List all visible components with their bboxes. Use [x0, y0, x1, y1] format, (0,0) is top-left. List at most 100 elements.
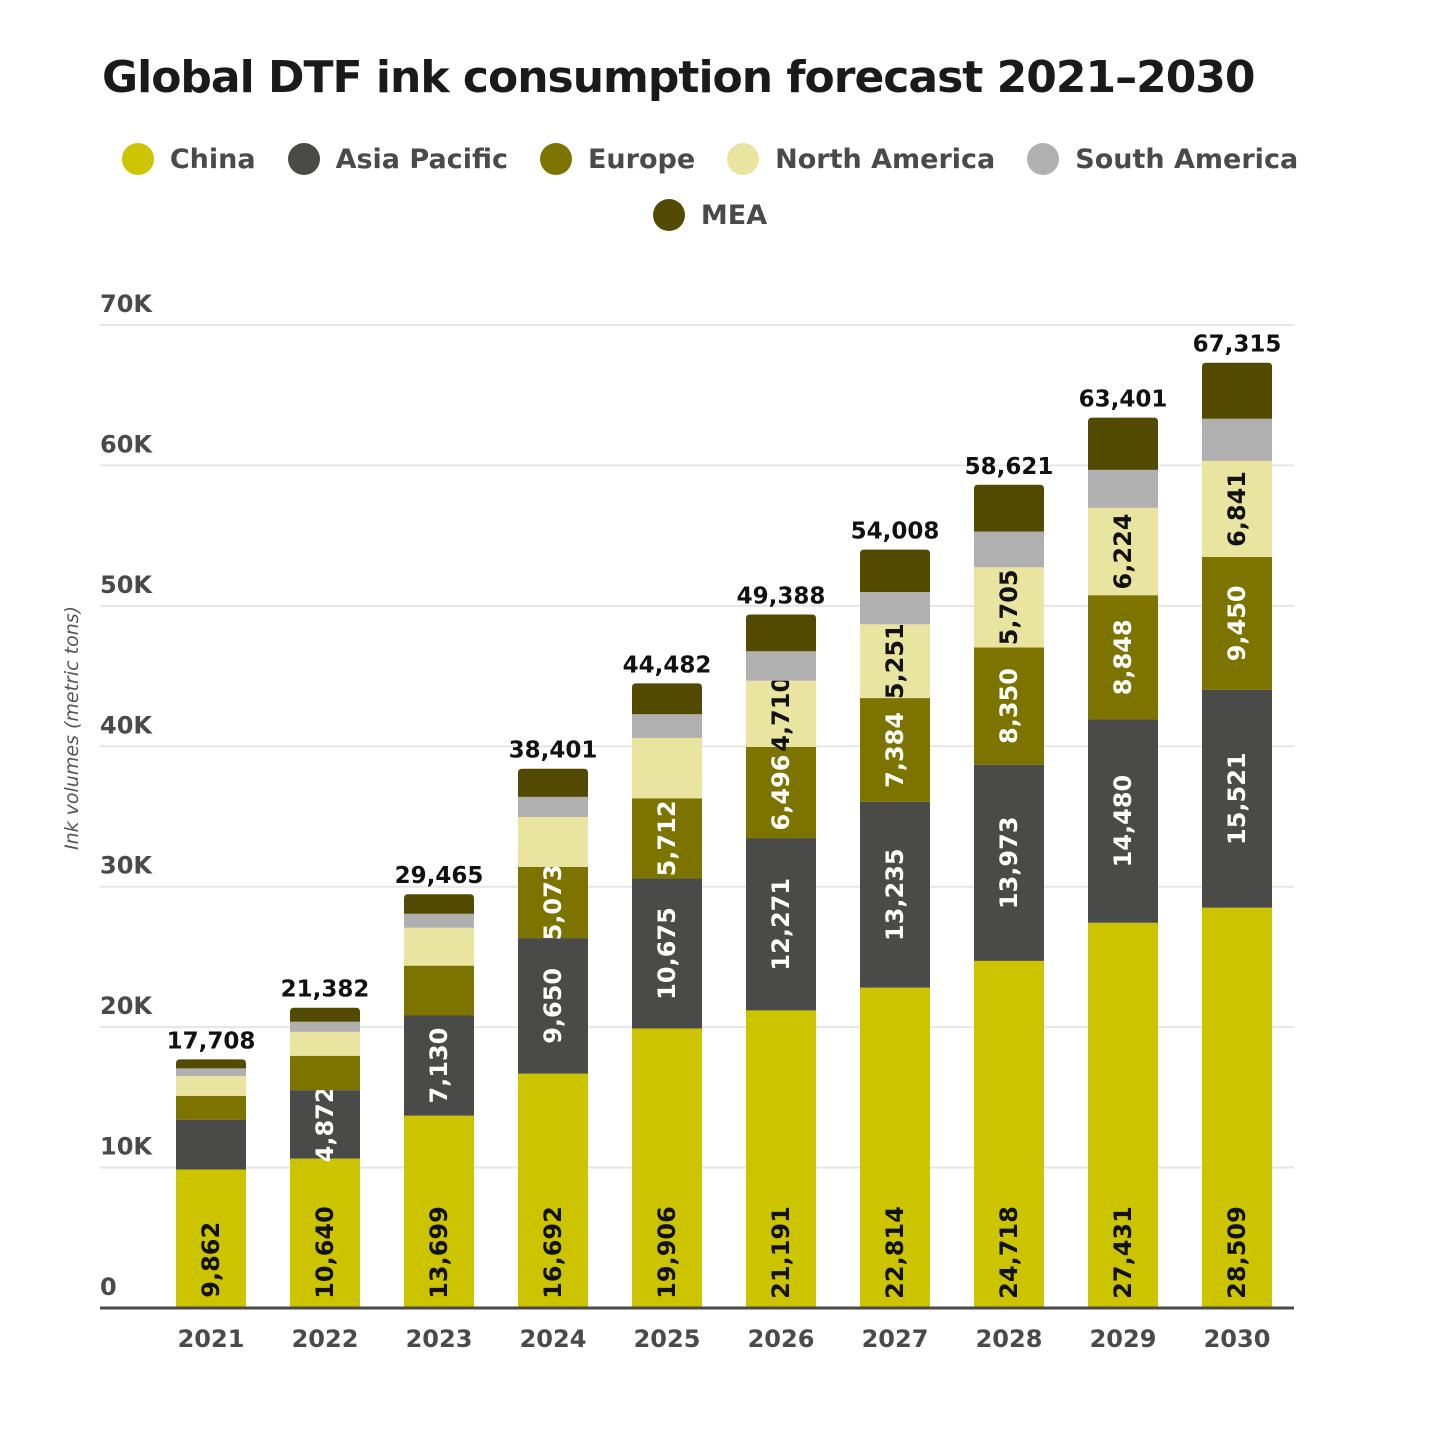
bar-total-label: 29,465: [395, 863, 484, 889]
bar-segment-mea: [1088, 417, 1158, 470]
x-tick-label: 2027: [862, 1325, 929, 1353]
bar-segment-south-america: [974, 531, 1044, 568]
segment-value-label: 13,235: [881, 848, 909, 941]
segment-value-label: 13,973: [995, 816, 1023, 909]
legend-item-north-america: North America: [727, 140, 995, 178]
segment-value-label: 19,906: [653, 1206, 681, 1299]
segment-value-label: 5,712: [653, 800, 681, 876]
bar-segment-asia-pacific: [632, 878, 702, 1029]
bar-segment-north-america: [860, 624, 930, 699]
segment-value-label: 12,271: [767, 878, 795, 971]
legend-label: China: [169, 143, 256, 175]
legend-label: North America: [775, 143, 996, 175]
y-tick-label: 40K: [100, 711, 153, 739]
legend-swatch: [121, 143, 154, 175]
segment-value-label: 22,814: [881, 1206, 909, 1299]
bar-segment-europe: [176, 1095, 246, 1120]
bar-segment-europe: [746, 746, 816, 839]
x-tick-label: 2024: [520, 1325, 587, 1353]
bar-segment-mea: [974, 484, 1044, 532]
segment-value-label: 6,224: [1109, 514, 1137, 590]
bar-segment-south-america: [290, 1021, 360, 1032]
bar-segment-europe: [974, 647, 1044, 765]
bar-total-label: 38,401: [509, 738, 598, 764]
legend-swatch: [727, 143, 760, 175]
bar-total-label: 17,708: [167, 1028, 256, 1054]
bar-segment-south-america: [860, 592, 930, 625]
bar-segment-china: [974, 960, 1044, 1308]
bar-segment-north-america: [746, 680, 816, 747]
bar-segment-asia-pacific: [860, 801, 930, 988]
legend-swatch: [287, 143, 320, 175]
bar-segment-asia-pacific: [518, 938, 588, 1074]
segment-value-label: 15,521: [1223, 752, 1251, 845]
bar-segment-europe: [404, 965, 474, 1016]
segment-value-label: 10,675: [653, 907, 681, 1000]
bar-segment-north-america: [290, 1031, 360, 1056]
legend-swatch: [1027, 143, 1060, 175]
bar-segment-mea: [632, 683, 702, 715]
bar-segment-mea: [176, 1059, 246, 1069]
y-tick-label: 20K: [100, 992, 153, 1020]
bar-segment-mea: [290, 1007, 360, 1022]
bar-segment-asia-pacific: [746, 838, 816, 1011]
bar-segment-europe: [518, 866, 588, 939]
bar-segment-asia-pacific: [404, 1015, 474, 1116]
legend-item-europe: Europe: [539, 140, 696, 178]
bar-total-label: 67,315: [1193, 332, 1282, 358]
segment-value-label: 21,191: [767, 1206, 795, 1299]
bar-segment-south-america: [746, 651, 816, 681]
legend-label: South America: [1075, 143, 1299, 175]
legend-label: MEA: [700, 199, 768, 231]
segment-value-label: 8,350: [995, 668, 1023, 744]
bar-total-label: 44,482: [623, 652, 712, 678]
legend-label: Asia Pacific: [335, 143, 508, 175]
bar-total-label: 49,388: [737, 583, 826, 609]
bar-segment-europe: [860, 698, 930, 802]
x-tick-label: 2026: [748, 1325, 815, 1353]
y-tick-label: 60K: [100, 430, 153, 458]
x-tick-label: 2028: [976, 1325, 1043, 1353]
x-tick-label: 2030: [1204, 1325, 1271, 1353]
y-tick-label: 50K: [100, 571, 153, 599]
bar-segment-asia-pacific: [1202, 689, 1272, 908]
bar-segment-china: [518, 1073, 588, 1308]
legend-label: Europe: [587, 143, 696, 175]
bar-segment-north-america: [1202, 460, 1272, 557]
segment-value-label: 9,450: [1223, 585, 1251, 661]
segment-value-label: 28,509: [1223, 1206, 1251, 1299]
bar-segment-north-america: [974, 567, 1044, 648]
bar-segment-mea: [518, 768, 588, 797]
legend-swatch: [539, 143, 572, 175]
y-axis-title: Ink volumes (metric tons): [61, 606, 83, 850]
bar-segment-asia-pacific: [1088, 719, 1158, 923]
chart-title: Global DTF ink consumption forecast 2021…: [102, 52, 1256, 103]
legend-swatch: [652, 199, 685, 231]
segment-value-label: 24,718: [995, 1206, 1023, 1299]
segment-value-label: 7,384: [881, 712, 909, 788]
segment-value-label: 6,841: [1223, 471, 1251, 547]
legend-item-china: China: [121, 140, 256, 178]
segment-value-label: 7,130: [425, 1028, 453, 1104]
bar-total-label: 21,382: [281, 977, 370, 1003]
bar-segment-south-america: [518, 796, 588, 817]
legend-item-asia-pacific: Asia Pacific: [287, 140, 508, 178]
bar-segment-asia-pacific: [176, 1119, 246, 1170]
legend: China Asia Pacific Europe North America Sout…: [100, 140, 1320, 234]
x-tick-label: 2022: [292, 1325, 359, 1353]
bar-segment-china: [1088, 922, 1158, 1308]
y-tick-label: 10K: [100, 1133, 153, 1161]
x-tick-label: 2023: [406, 1325, 473, 1353]
legend-item-south-america: South America: [1027, 140, 1298, 178]
bar-segment-south-america: [404, 913, 474, 928]
bar-segment-north-america: [518, 816, 588, 867]
bar-segment-china: [632, 1028, 702, 1308]
bar-segment-china: [404, 1115, 474, 1308]
x-tick-label: 2029: [1090, 1325, 1157, 1353]
bar-segment-mea: [746, 614, 816, 652]
bar-segment-south-america: [176, 1068, 246, 1077]
segment-value-label: 16,692: [539, 1206, 567, 1299]
bar-segment-mea: [404, 894, 474, 914]
bar-segment-north-america: [404, 927, 474, 966]
bar-total-label: 54,008: [851, 519, 940, 545]
